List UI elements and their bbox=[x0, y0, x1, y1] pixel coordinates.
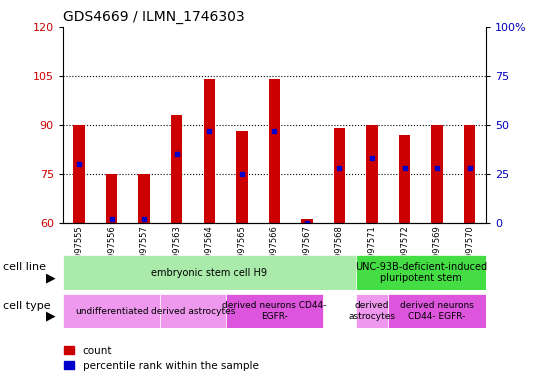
Bar bbox=[63, 294, 161, 328]
Text: derived astrocytes: derived astrocytes bbox=[151, 306, 235, 316]
Legend: count, percentile rank within the sample: count, percentile rank within the sample bbox=[60, 341, 263, 375]
Bar bbox=[63, 255, 356, 290]
Bar bbox=[269, 79, 280, 223]
Bar bbox=[73, 125, 85, 223]
Bar bbox=[388, 294, 486, 328]
Bar bbox=[171, 115, 182, 223]
Text: ▶: ▶ bbox=[46, 271, 56, 284]
Bar bbox=[106, 174, 117, 223]
Text: derived neurons
CD44- EGFR-: derived neurons CD44- EGFR- bbox=[400, 301, 474, 321]
Bar bbox=[225, 294, 323, 328]
Bar bbox=[204, 79, 215, 223]
Bar bbox=[356, 294, 388, 328]
Bar bbox=[356, 255, 486, 290]
Bar bbox=[301, 219, 313, 223]
Text: undifferentiated: undifferentiated bbox=[75, 306, 149, 316]
Bar bbox=[464, 125, 476, 223]
Text: embryonic stem cell H9: embryonic stem cell H9 bbox=[151, 268, 267, 278]
Bar bbox=[139, 174, 150, 223]
Text: derived
astrocytes: derived astrocytes bbox=[348, 301, 395, 321]
Bar bbox=[236, 131, 247, 223]
Text: derived neurons CD44-
EGFR-: derived neurons CD44- EGFR- bbox=[222, 301, 327, 321]
Text: cell type: cell type bbox=[3, 301, 50, 311]
Text: cell line: cell line bbox=[3, 262, 46, 273]
Bar bbox=[366, 125, 378, 223]
Bar bbox=[431, 125, 443, 223]
Bar bbox=[161, 294, 225, 328]
Bar bbox=[334, 128, 345, 223]
Text: UNC-93B-deficient-induced
pluripotent stem: UNC-93B-deficient-induced pluripotent st… bbox=[355, 262, 487, 283]
Bar bbox=[399, 135, 410, 223]
Text: GDS4669 / ILMN_1746303: GDS4669 / ILMN_1746303 bbox=[63, 10, 245, 25]
Text: ▶: ▶ bbox=[46, 310, 56, 323]
